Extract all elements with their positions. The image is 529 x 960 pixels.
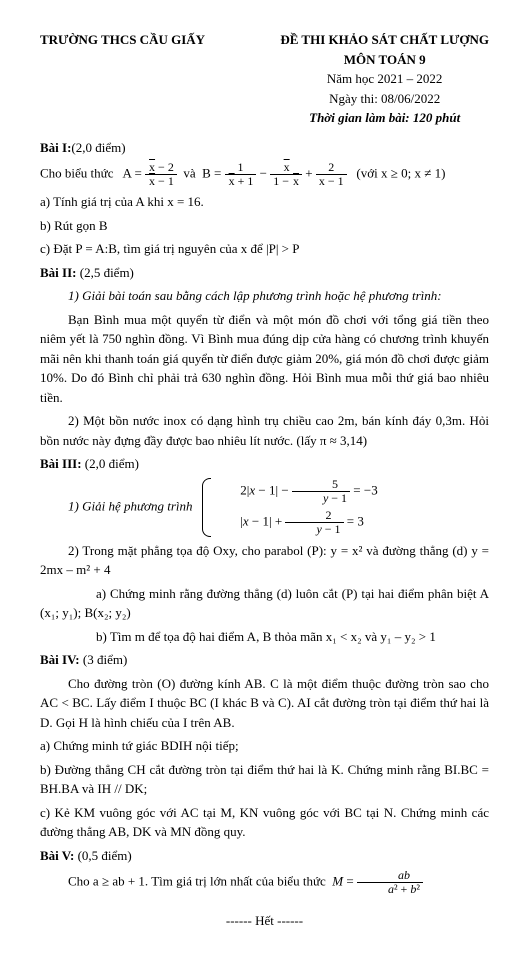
bai2-p2: 2) Một bồn nước inox có dạng hình trụ ch… — [40, 411, 489, 450]
bai1-b: b) Rút gọn B — [40, 216, 489, 236]
bai3-p2a: a) Chứng minh rằng đường thẳng (d) luôn … — [40, 584, 489, 623]
bai3-p1: 1) Giải hệ phương trình 2|x − 1| − 5y − … — [40, 478, 489, 537]
school-name: TRƯỜNG THCS CẦU GIẤY — [40, 30, 205, 128]
bai2-title: Bài II: (2,5 điểm) — [40, 263, 489, 283]
header: TRƯỜNG THCS CẦU GIẤY ĐỀ THI KHẢO SÁT CHẤ… — [40, 30, 489, 128]
exam-title: ĐỀ THI KHẢO SÁT CHẤT LƯỢNG — [280, 30, 489, 50]
bai1-c: c) Đặt P = A:B, tìm giá trị nguyên của x… — [40, 239, 489, 259]
bai1-expr: Cho biểu thức A = x − 2x − 1 và B = 1x +… — [40, 161, 489, 188]
bai3-title: Bài III: (2,0 điểm) — [40, 454, 489, 474]
bai4-title: Bài IV: (3 điểm) — [40, 650, 489, 670]
bai1-title: Bài I:(2,0 điểm) — [40, 138, 489, 158]
exam-subject: MÔN TOÁN 9 — [280, 50, 489, 70]
bai1-a: a) Tính giá trị của A khi x = 16. — [40, 192, 489, 212]
bai4-intro: Cho đường tròn (O) đường kính AB. C là m… — [40, 674, 489, 733]
equation-system: 2|x − 1| − 5y − 1 = −3 |x − 1| + 2y − 1 … — [206, 478, 377, 537]
exam-year: Năm học 2021 – 2022 — [280, 69, 489, 89]
bai2-p1lead: 1) Giải bài toán sau bằng cách lập phươn… — [40, 286, 489, 306]
bai4-c: c) Kẻ KM vuông góc với AC tại M, KN vuôn… — [40, 803, 489, 842]
exam-duration: Thời gian làm bài: 120 phút — [280, 108, 489, 128]
exam-date: Ngày thi: 08/06/2022 — [280, 89, 489, 109]
bai5-title: Bài V: (0,5 điểm) — [40, 846, 489, 866]
bai3-p2: 2) Trong mặt phẳng tọa độ Oxy, cho parab… — [40, 541, 489, 580]
bai5-body: Cho a ≥ ab + 1. Tìm giá trị lớn nhất của… — [40, 869, 489, 896]
bai2-p1: Bạn Bình mua một quyển từ điển và một mó… — [40, 310, 489, 408]
end-marker: ------ Hết ------ — [40, 911, 489, 931]
bai4-b: b) Đường thẳng CH cắt đường tròn tại điể… — [40, 760, 489, 799]
bai3-p2b: b) Tìm m để tọa độ hai điểm A, B thỏa mã… — [40, 627, 489, 647]
bai4-a: a) Chứng minh tứ giác BDIH nội tiếp; — [40, 736, 489, 756]
exam-info: ĐỀ THI KHẢO SÁT CHẤT LƯỢNG MÔN TOÁN 9 Nă… — [280, 30, 489, 128]
